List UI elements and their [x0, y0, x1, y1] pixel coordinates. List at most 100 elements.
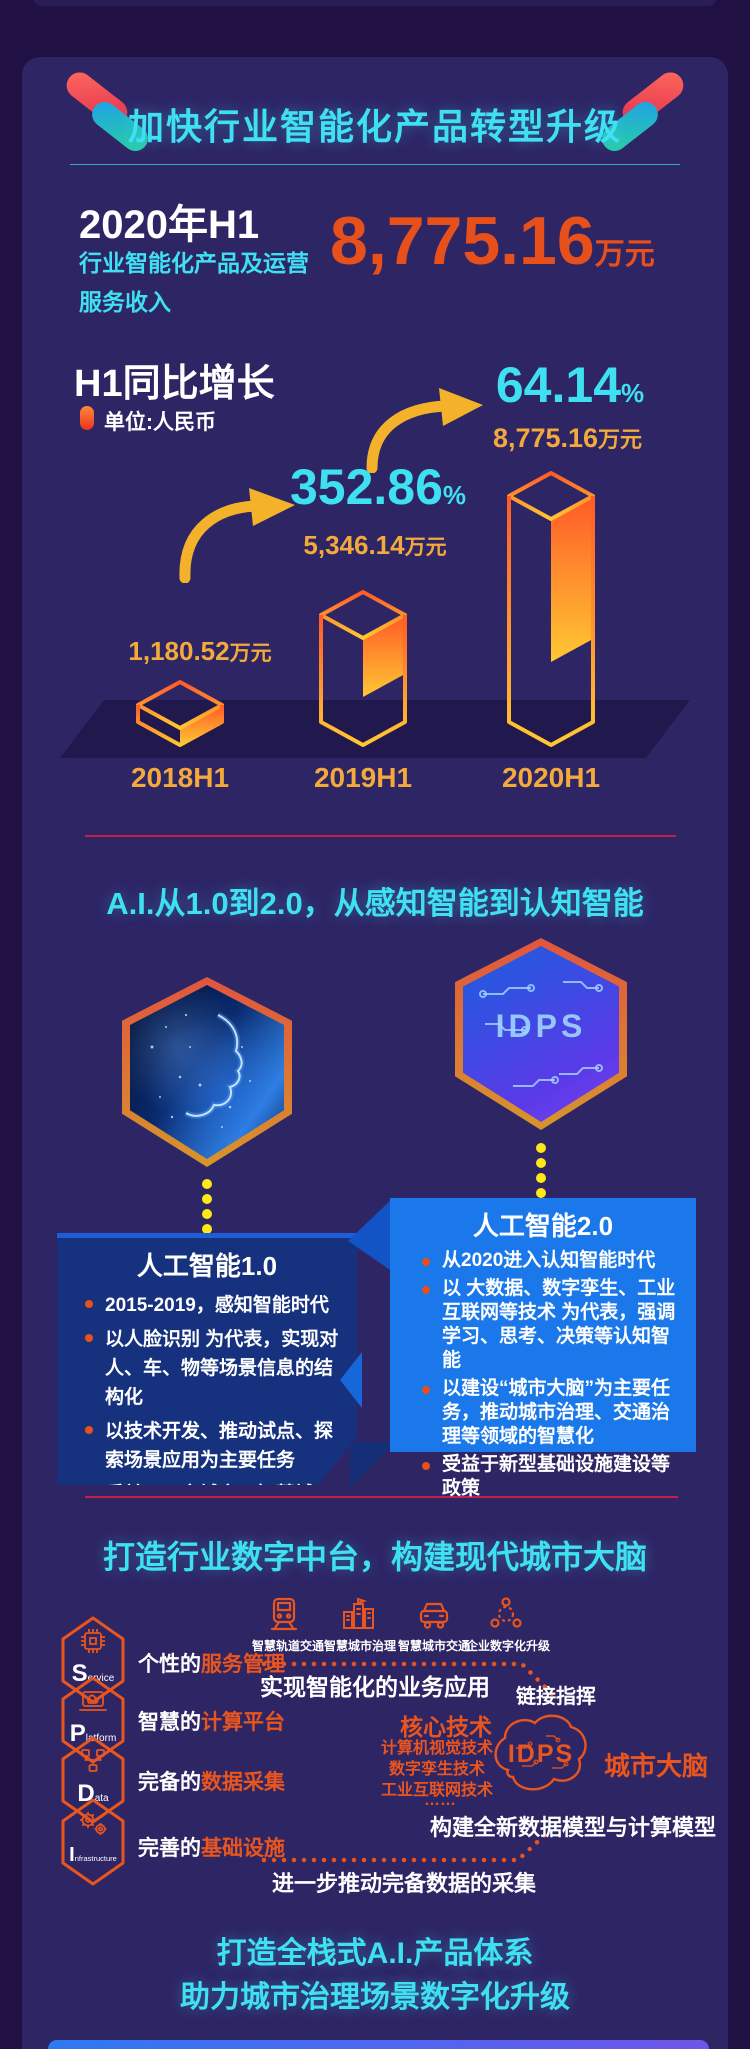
data-nodes-icon — [81, 1749, 105, 1772]
core-tech-item: 工业互联网技术 — [380, 1782, 493, 1799]
ai-section-heading: A.I.从1.0到2.0，从感知智能到认知智能 — [106, 886, 644, 921]
ai20-bullet: 以建设“城市大脑”为主要任务，推动城市治理、交通治理等领域的智慧化 — [420, 1377, 686, 1449]
idps-label: IDPS — [495, 1008, 587, 1044]
revenue-amount-row: 8,775.16万元 — [330, 202, 730, 280]
layer-hex-infrastructure: Infrastructure — [60, 1798, 126, 1891]
bar-label-2020: 2020H1 — [501, 762, 601, 793]
ai10-title: 人工智能1.0 — [136, 1251, 278, 1281]
value-2018-label: 1,180.52万元 — [100, 636, 300, 667]
layer-word-rest: ata — [94, 1793, 109, 1804]
layer-hex-service: Service — [60, 1616, 126, 1709]
ai10-box: 人工智能1.0 2015-2019，感知智能时代 以人脸识别 为代表，实现对人、… — [57, 1233, 357, 1485]
unit-pill-icon — [80, 406, 94, 430]
value-2020-number: 8,775.16 — [492, 423, 599, 453]
app-label: 智慧轨道交通 — [251, 1639, 324, 1653]
growth-2019-suffix: % — [442, 480, 467, 510]
gears-icon — [80, 1812, 107, 1835]
dotted-connector — [202, 1174, 212, 1239]
bar-label-2019: 2019H1 — [313, 762, 413, 793]
chip-icon — [81, 1629, 105, 1653]
value-2018-unit: 万元 — [229, 642, 272, 665]
brain-idps-label: IDPS — [507, 1740, 575, 1768]
note-model: 构建全新数据模型与计算模型 — [430, 1815, 717, 1840]
growth-2019-callout: 352.86% — [258, 458, 498, 516]
ai10-hexagon — [122, 977, 292, 1167]
dotted-connector — [536, 1138, 546, 1203]
growth-2020-value: 64.14 — [495, 357, 621, 413]
next-card-edge — [48, 2040, 709, 2049]
ai10-bullet: 以技术开发、推动试点、探索场景应用为主要任务 — [83, 1417, 345, 1475]
value-2020-unit: 万元 — [598, 427, 643, 452]
ellipsis: …… — [424, 1792, 456, 1809]
layer-word: Service — [60, 1660, 126, 1688]
city-brain-graphic: IDPS — [486, 1708, 596, 1803]
section-divider — [85, 835, 676, 837]
app-label: 企业数字化升级 — [466, 1639, 551, 1653]
growth-unit-note: 单位:人民币 — [104, 411, 216, 434]
platform-heading: 打造行业数字中台，构建现代城市大脑 — [102, 1539, 647, 1575]
layer-highlight: 基础设施 — [201, 1837, 285, 1860]
note-collect: 进一步推动完备数据的采集 — [272, 1871, 537, 1896]
value-2019-unit: 万元 — [404, 536, 447, 559]
revenue-period: 2020年H1 — [79, 203, 260, 247]
laptop-icon — [79, 1691, 107, 1711]
growth-2019-value: 352.86 — [289, 459, 443, 515]
ai10-bullet: 受益于平安城市、智慧城市等政策 — [83, 1480, 345, 1485]
ai20-title: 人工智能2.0 — [472, 1211, 614, 1241]
layer-word: Infrastructure — [60, 1844, 126, 1867]
layer-label-service: 个性的服务管理 — [138, 1648, 285, 1678]
value-2018-number: 1,180.52 — [128, 636, 230, 666]
growth-arrow-icon — [366, 388, 483, 473]
value-2019-number: 5,346.14 — [303, 530, 405, 560]
ai10-face-image — [130, 985, 284, 1159]
ai20-bullet: 以 大数据、数字孪生、工业互联网等技术 为代表，强调学习、思考、决策等认知智能 — [420, 1277, 686, 1373]
layer-highlight: 服务管理 — [201, 1653, 285, 1676]
page-title: 加快行业智能化产品转型升级 — [127, 106, 622, 147]
digital-face-icon — [150, 1012, 251, 1128]
layer-label-infrastructure: 完善的基础设施 — [138, 1832, 285, 1862]
footer-line-2: 助力城市治理场景数字化升级 — [180, 1981, 570, 2014]
layer-word-rest: latform — [85, 1733, 117, 1744]
layer-word: Platform — [60, 1720, 126, 1748]
section-divider — [85, 1496, 678, 1498]
growth-2020-callout: 64.14% — [455, 356, 685, 414]
layer-word-rest: ervice — [87, 1673, 115, 1684]
circuit-brain-icon — [494, 1714, 587, 1791]
car-icon — [419, 1602, 449, 1629]
previous-card-edge — [33, 0, 717, 6]
bar-label-2018: 2018H1 — [130, 762, 230, 793]
layer-prefix: 智慧的 — [138, 1711, 201, 1734]
ai10-bullet: 2015-2019，感知智能时代 — [83, 1291, 345, 1320]
growth-2020-suffix: % — [621, 378, 645, 408]
ai20-box: 人工智能2.0 从2020进入认知智能时代 以 大数据、数字孪生、工业互联网等技… — [390, 1198, 696, 1499]
layer-letter: P — [69, 1720, 86, 1747]
layer-letter: S — [71, 1660, 88, 1687]
dotted-flow-line — [261, 1829, 551, 1863]
layer-prefix: 完备的 — [138, 1771, 201, 1794]
revenue-amount: 8,775.16 — [330, 203, 595, 279]
app-label: 智慧城市治理 — [323, 1639, 396, 1653]
note-business: 实现智能化的业务应用 — [260, 1674, 490, 1700]
ai10-bullet: 以人脸识别 为代表，实现对人、车、物等场景信息的结构化 — [83, 1325, 345, 1412]
bar-2019 — [319, 590, 407, 747]
dotted-flow-line — [261, 1661, 557, 1699]
note-link: 链接指挥 — [516, 1686, 596, 1708]
chart-floor-shadow — [60, 700, 690, 758]
value-2020-label: 8,775.16万元 — [460, 422, 675, 454]
bar-2020 — [507, 471, 595, 747]
layer-prefix: 个性的 — [138, 1653, 201, 1676]
revenue-amount-unit: 万元 — [594, 238, 655, 271]
city-brain-title: 城市大脑 — [604, 1751, 709, 1781]
ai20-bullet: 从2020进入认知智能时代 — [420, 1249, 686, 1273]
core-tech-item: 计算机视觉技术 — [380, 1740, 493, 1757]
revenue-desc-2: 服务收入 — [79, 289, 171, 315]
ai20-bullet: 受益于新型基础设施建设等政策 — [420, 1453, 686, 1501]
growth-arrow-icon — [179, 488, 295, 583]
header-divider — [70, 164, 680, 165]
layer-highlight: 数据采集 — [201, 1771, 285, 1794]
circuit-brain-icon — [479, 981, 603, 1087]
network-icon — [490, 1597, 522, 1628]
layer-word-rest: nfrastructure — [74, 1854, 117, 1863]
train-icon — [270, 1597, 298, 1631]
